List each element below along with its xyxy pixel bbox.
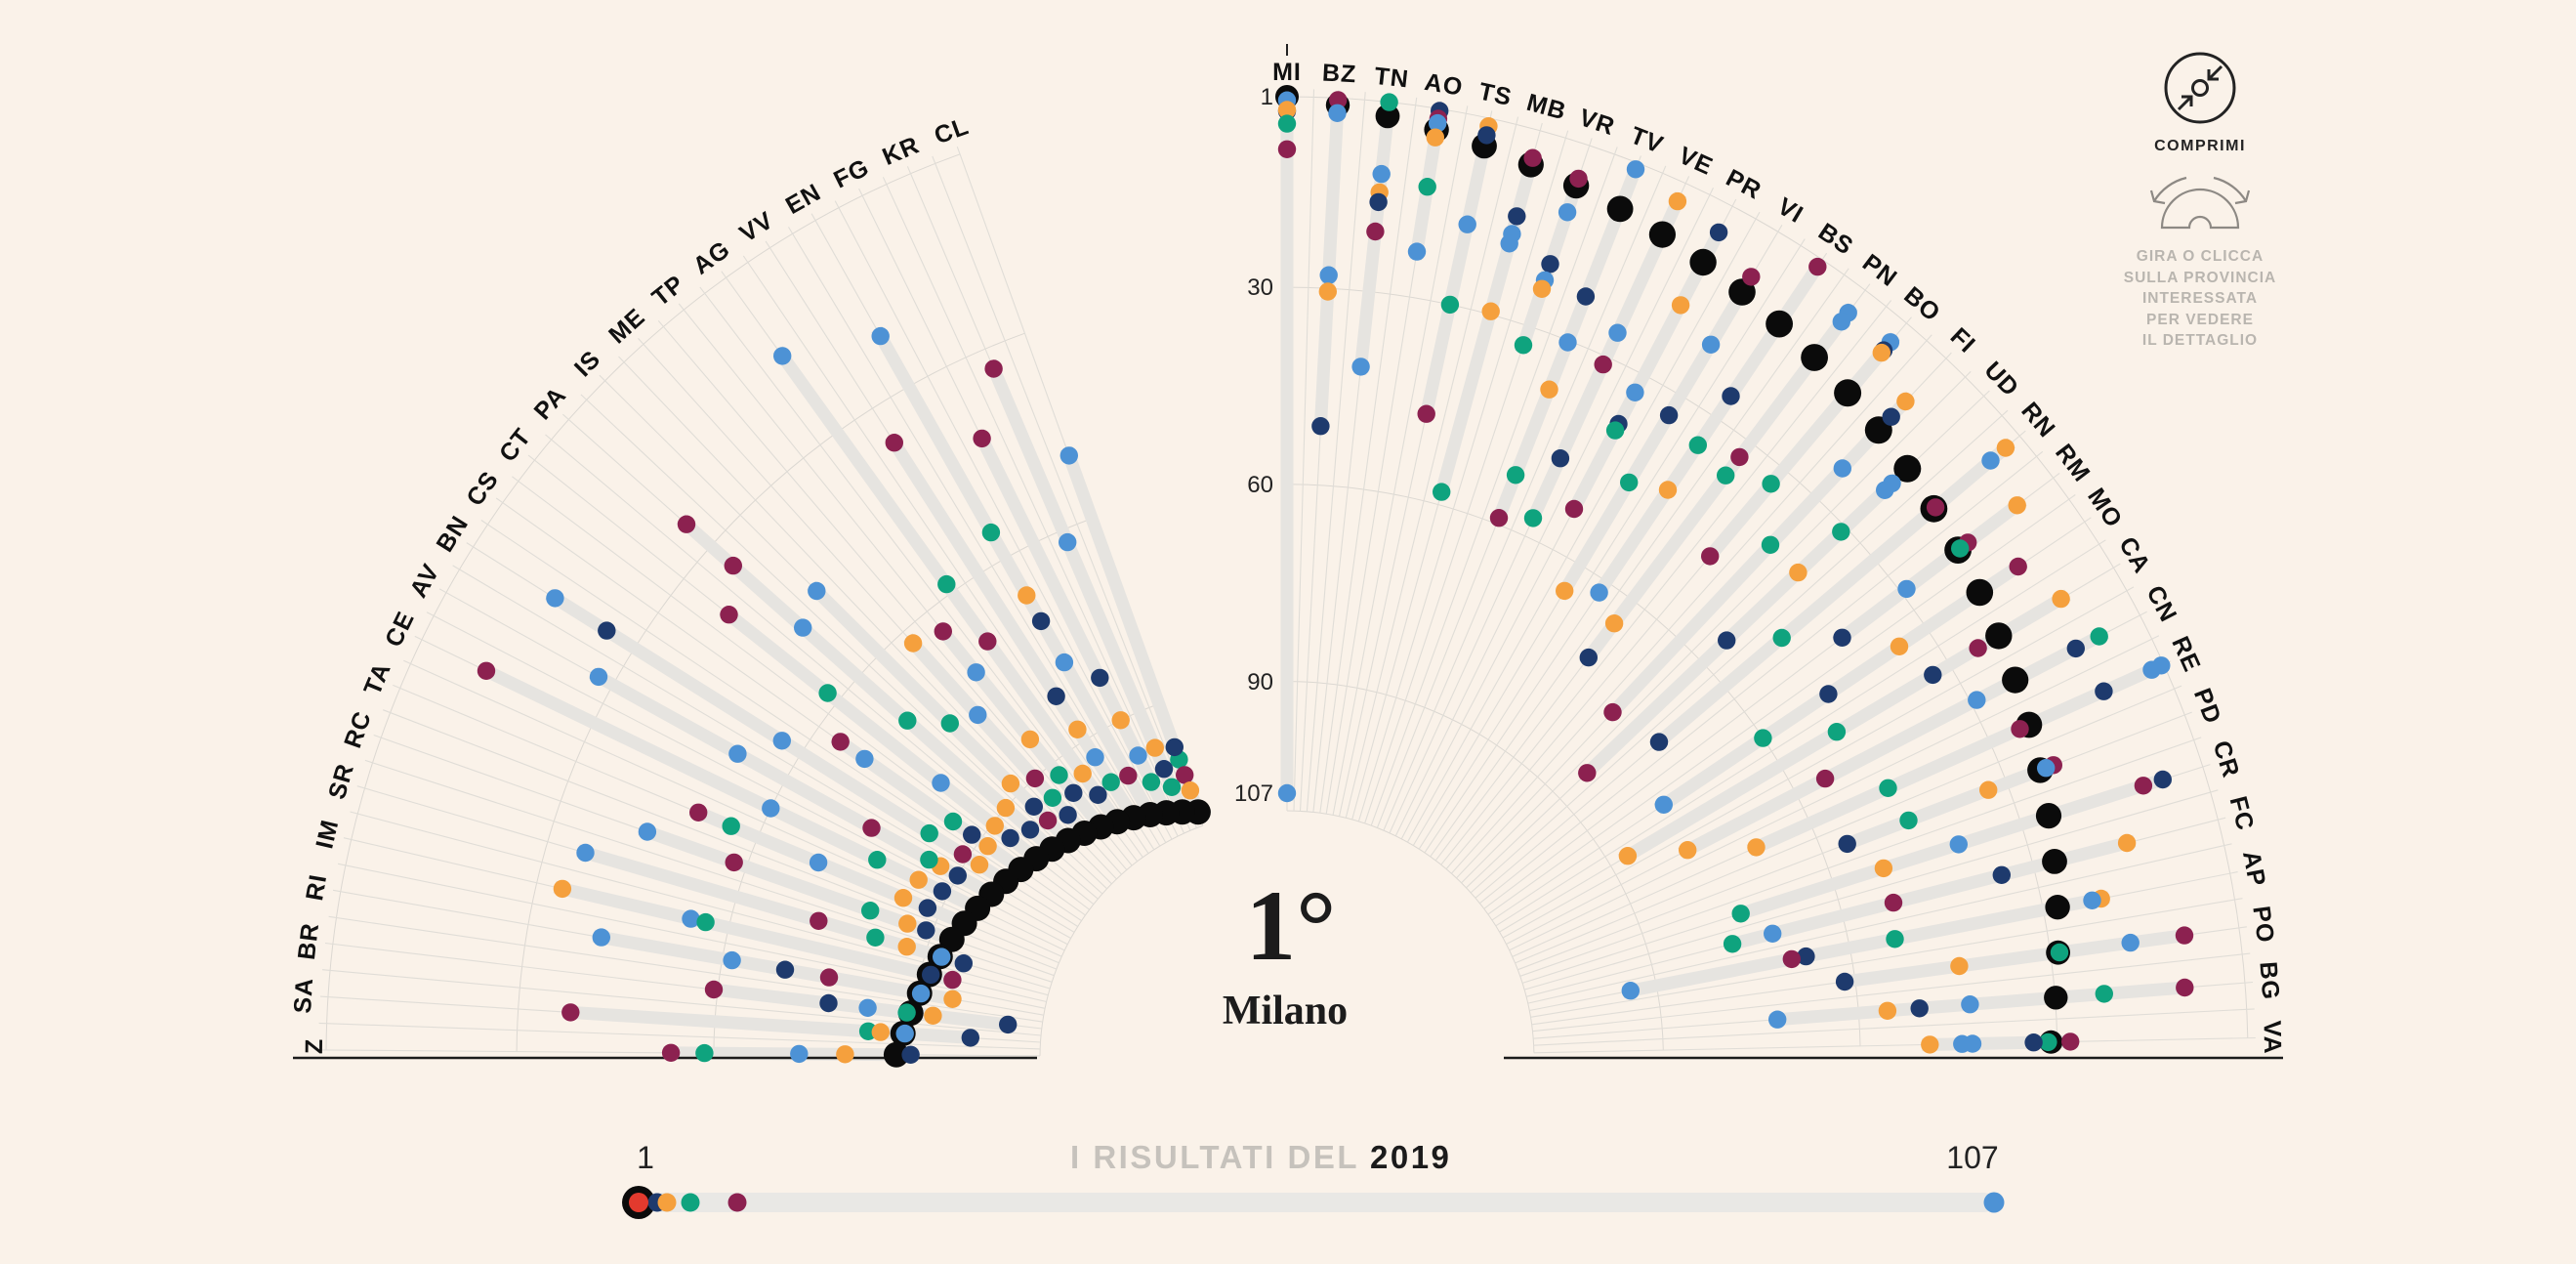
- svg-text:2019: 2019: [1370, 1139, 1451, 1175]
- svg-text:107: 107: [1234, 780, 1273, 807]
- svg-text:I RISULTATI DEL: I RISULTATI DEL: [1070, 1139, 1359, 1175]
- svg-text:1: 1: [637, 1140, 654, 1175]
- svg-text:TS: TS: [1476, 78, 1515, 112]
- svg-text:60: 60: [1247, 472, 1273, 498]
- svg-text:PO: PO: [2247, 905, 2279, 946]
- svg-text:Milano: Milano: [1223, 989, 1348, 1033]
- svg-text:SA: SA: [289, 977, 318, 1014]
- svg-text:GIRA O CLICCA: GIRA O CLICCA: [2137, 248, 2264, 265]
- svg-text:30: 30: [1247, 274, 1273, 301]
- svg-text:COMPRIMI: COMPRIMI: [2154, 138, 2246, 154]
- svg-text:SULLA PROVINCIA: SULLA PROVINCIA: [2124, 270, 2277, 286]
- svg-text:IL DETTAGLIO: IL DETTAGLIO: [2142, 332, 2258, 349]
- svg-text:BG: BG: [2254, 960, 2284, 1001]
- svg-text:107: 107: [1946, 1140, 1998, 1175]
- svg-text:IM: IM: [311, 817, 344, 851]
- svg-text:BR: BR: [293, 921, 324, 961]
- svg-text:AO: AO: [1423, 68, 1465, 102]
- svg-text:Z: Z: [301, 1038, 328, 1055]
- svg-text:INTERESSATA: INTERESSATA: [2142, 290, 2258, 307]
- svg-text:TN: TN: [1373, 63, 1410, 94]
- svg-text:BZ: BZ: [1321, 59, 1357, 88]
- svg-text:MI: MI: [1272, 59, 1302, 86]
- svg-text:1°: 1°: [1246, 870, 1337, 982]
- svg-text:90: 90: [1247, 669, 1273, 695]
- svg-text:VA: VA: [2258, 1020, 2286, 1054]
- svg-text:1: 1: [1261, 84, 1273, 110]
- svg-text:AP: AP: [2237, 849, 2271, 889]
- svg-text:RI: RI: [301, 872, 332, 903]
- svg-text:PER VEDERE: PER VEDERE: [2146, 312, 2254, 328]
